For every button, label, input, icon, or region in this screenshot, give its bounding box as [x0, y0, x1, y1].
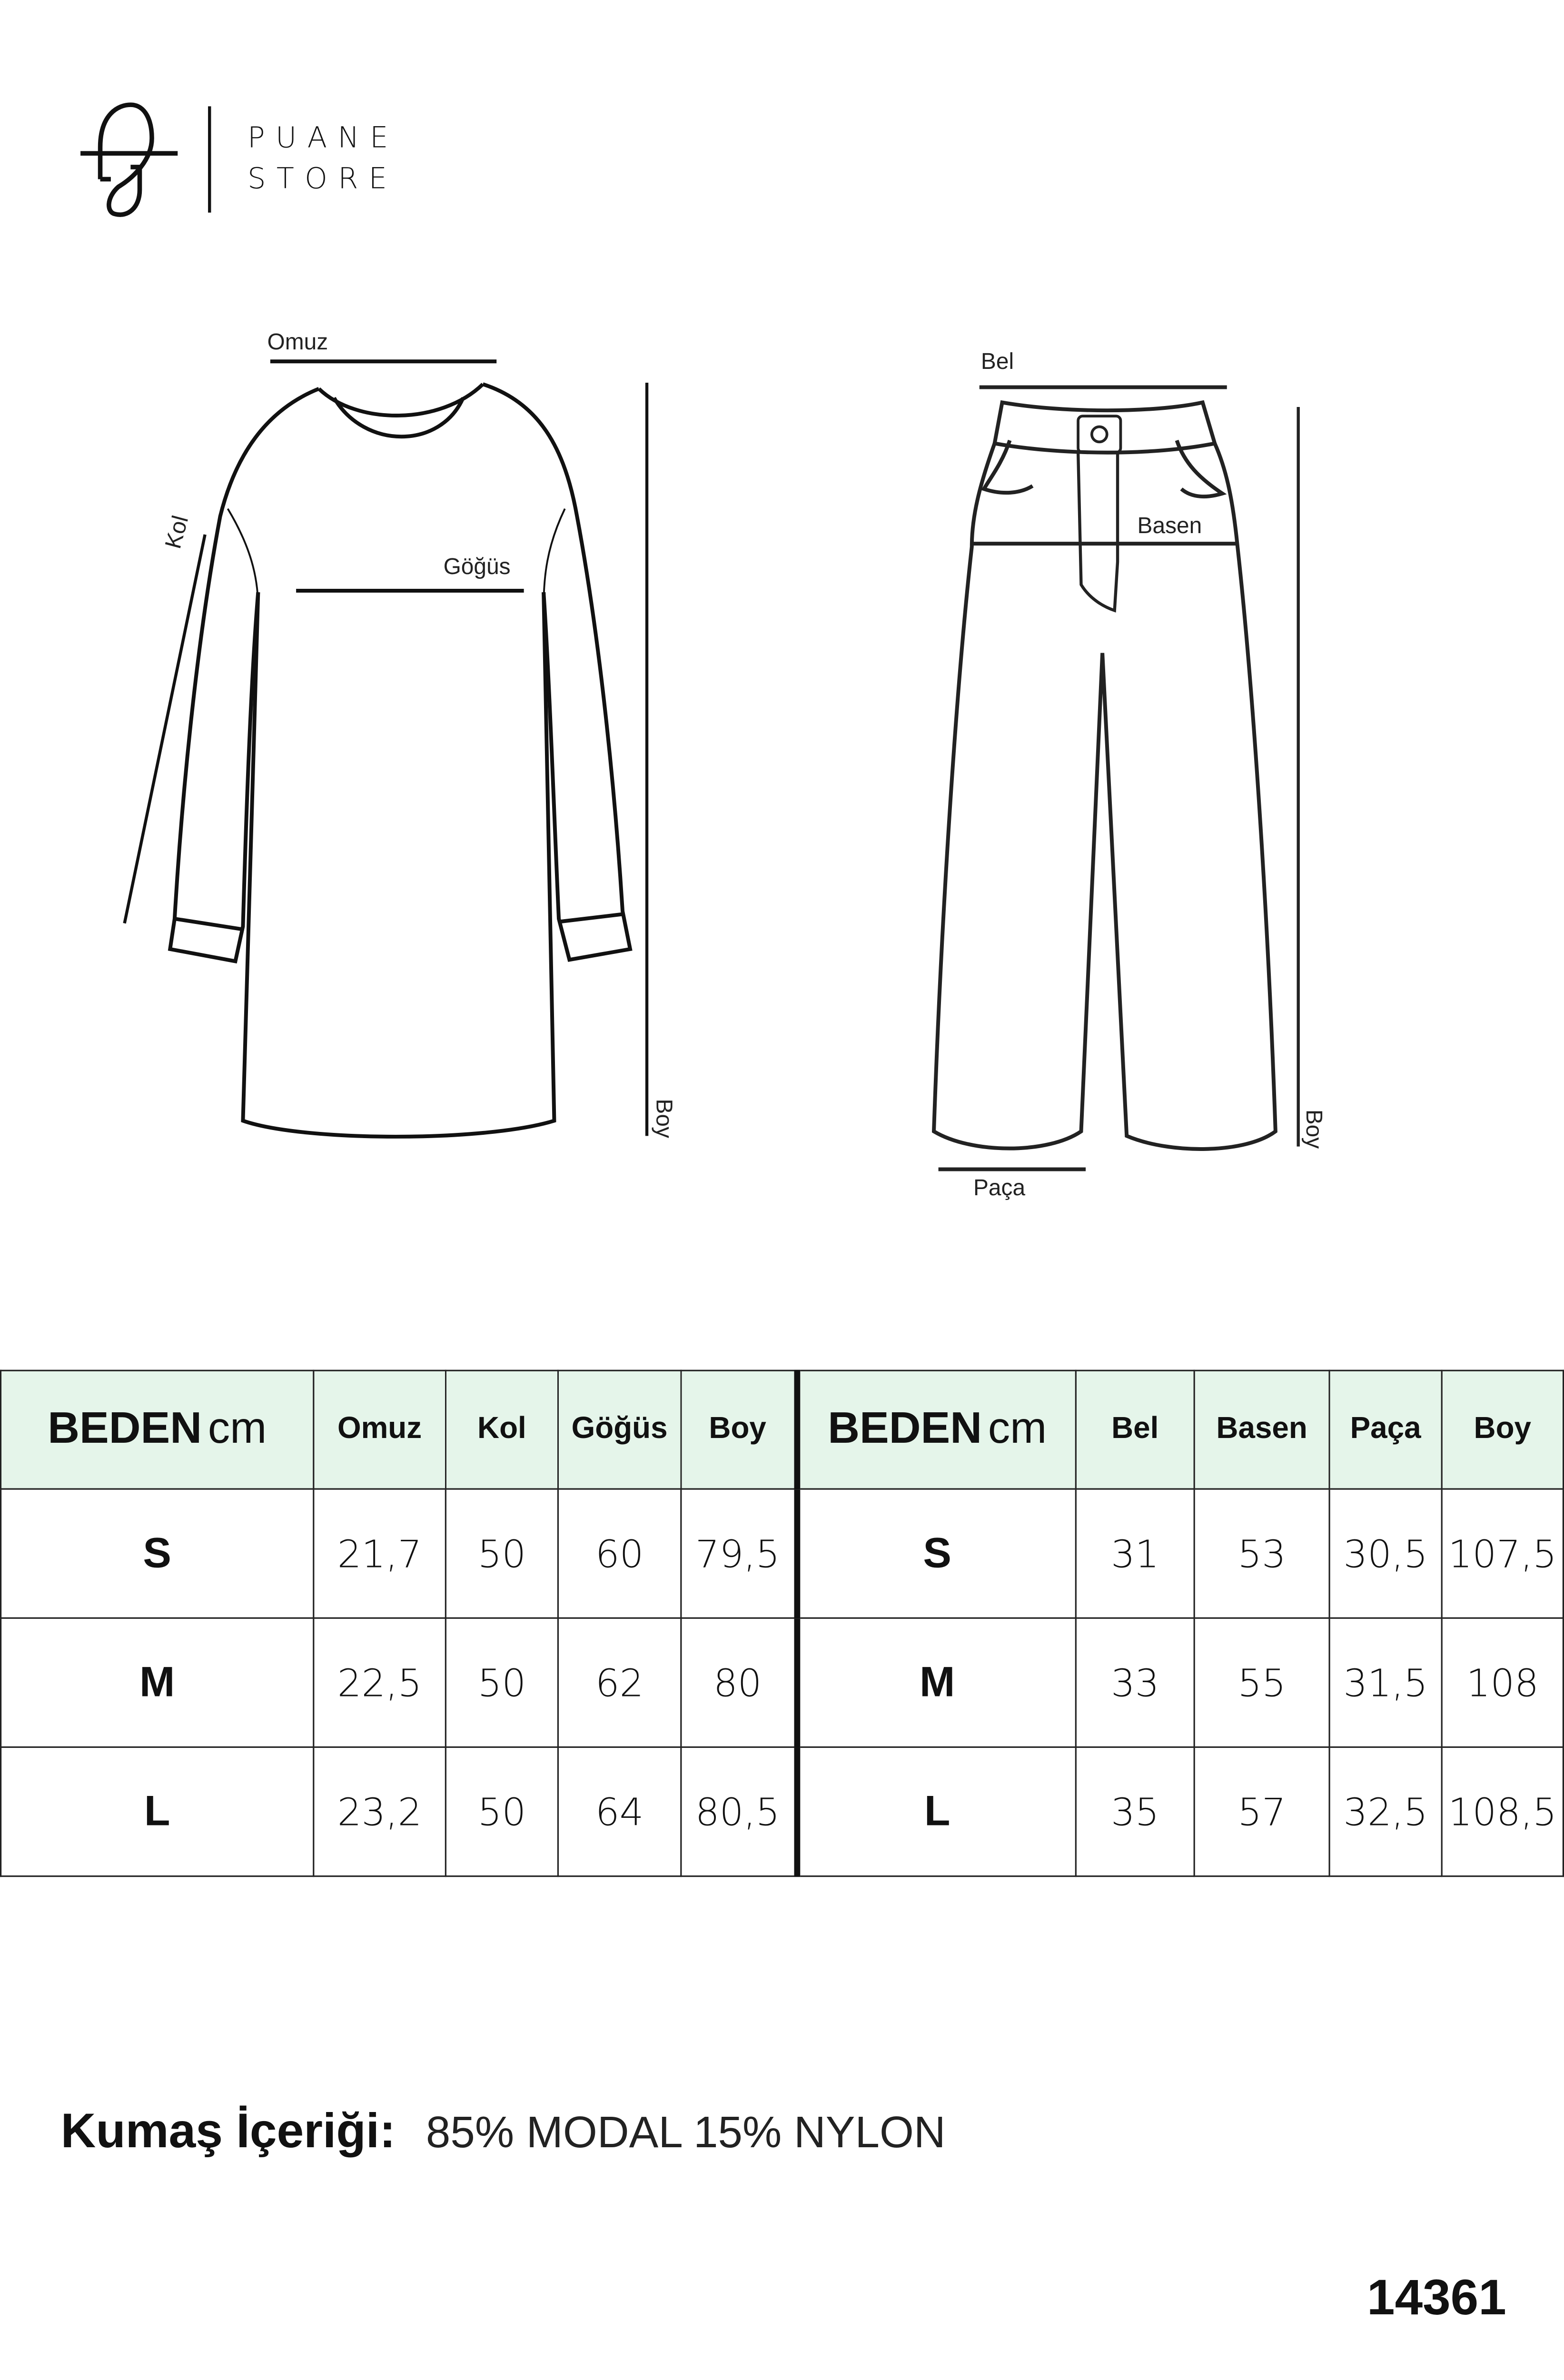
- value-cell: 53: [1193, 1488, 1330, 1619]
- logo-divider: [208, 106, 210, 213]
- size-cell: L: [795, 1746, 1077, 1877]
- col-header: Paça: [1328, 1369, 1443, 1490]
- value-cell: 55: [1193, 1617, 1330, 1748]
- value-cell: 80: [680, 1617, 800, 1748]
- value-cell: 79,5: [680, 1488, 800, 1619]
- value-cell: 32,5: [1328, 1746, 1443, 1877]
- brand-name-line2: STORE: [247, 162, 398, 196]
- fabric-value: 85% MODAL 15% NYLON: [426, 2109, 946, 2158]
- table-header-row: BEDEN cm Omuz Kol Göğüs Boy BEDEN cm Bel B…: [0, 1369, 1564, 1490]
- value-cell: 31: [1075, 1488, 1195, 1619]
- value-cell: 108,5: [1441, 1746, 1564, 1877]
- value-cell: 50: [445, 1746, 559, 1877]
- pants-drawing: [931, 385, 1300, 1171]
- col-header: Kol: [445, 1369, 559, 1490]
- value-cell: 31,5: [1328, 1617, 1443, 1748]
- size-cell: S: [0, 1488, 315, 1619]
- product-code: 14361: [1367, 2269, 1506, 2325]
- value-cell: 50: [445, 1488, 559, 1619]
- size-cell: S: [795, 1488, 1077, 1619]
- col-header: Omuz: [313, 1369, 446, 1490]
- brand-name-line1: PUANE: [247, 121, 399, 155]
- label-chest: Göğüs: [443, 554, 511, 580]
- size-cell: M: [795, 1617, 1077, 1748]
- size-cell: M: [0, 1617, 315, 1748]
- fabric-label: Kumaş İçeriği:: [60, 2103, 396, 2158]
- value-cell: 33: [1075, 1617, 1195, 1748]
- value-cell: 22,5: [313, 1617, 446, 1748]
- value-cell: 30,5: [1328, 1488, 1443, 1619]
- table-row: S 21,7 50 60 79,5 S 31 53 30,5 107,5: [0, 1488, 1564, 1619]
- value-cell: 35: [1075, 1746, 1195, 1877]
- col-header: Bel: [1075, 1369, 1195, 1490]
- label-pants-length: Boy: [1300, 1109, 1326, 1149]
- value-cell: 23,2: [313, 1746, 446, 1877]
- label-shoulder: Omuz: [267, 329, 328, 356]
- col-header: Boy: [680, 1369, 800, 1490]
- table-row: L 23,2 50 64 80,5 L 35 57 32,5 108,5: [0, 1746, 1564, 1877]
- table-row: M 22,5 50 62 80 M 33 55 31,5 108: [0, 1617, 1564, 1748]
- value-cell: 80,5: [680, 1746, 800, 1877]
- pants-size-header: BEDEN cm: [795, 1369, 1077, 1490]
- label-waist: Bel: [980, 349, 1014, 376]
- value-cell: 62: [557, 1617, 682, 1748]
- top-garment-drawing: [123, 359, 649, 1139]
- size-chart-table: BEDEN cm Omuz Kol Göğüs Boy BEDEN cm Bel B…: [0, 1369, 1564, 1877]
- col-header: Boy: [1441, 1369, 1564, 1490]
- label-hem: Paça: [973, 1175, 1026, 1201]
- value-cell: 107,5: [1441, 1488, 1564, 1619]
- top-size-header: BEDEN cm: [0, 1369, 315, 1490]
- value-cell: 60: [557, 1488, 682, 1619]
- label-hip: Basen: [1137, 513, 1202, 539]
- value-cell: 21,7: [313, 1488, 446, 1619]
- value-cell: 57: [1193, 1746, 1330, 1877]
- fabric-content: Kumaş İçeriği: 85% MODAL 15% NYLON: [61, 2103, 946, 2160]
- col-header: Basen: [1193, 1369, 1330, 1490]
- size-cell: L: [0, 1746, 315, 1877]
- value-cell: 108: [1441, 1617, 1564, 1748]
- brand-logo-icon: [80, 102, 178, 217]
- value-cell: 50: [445, 1617, 559, 1748]
- col-header: Göğüs: [557, 1369, 682, 1490]
- value-cell: 64: [557, 1746, 682, 1877]
